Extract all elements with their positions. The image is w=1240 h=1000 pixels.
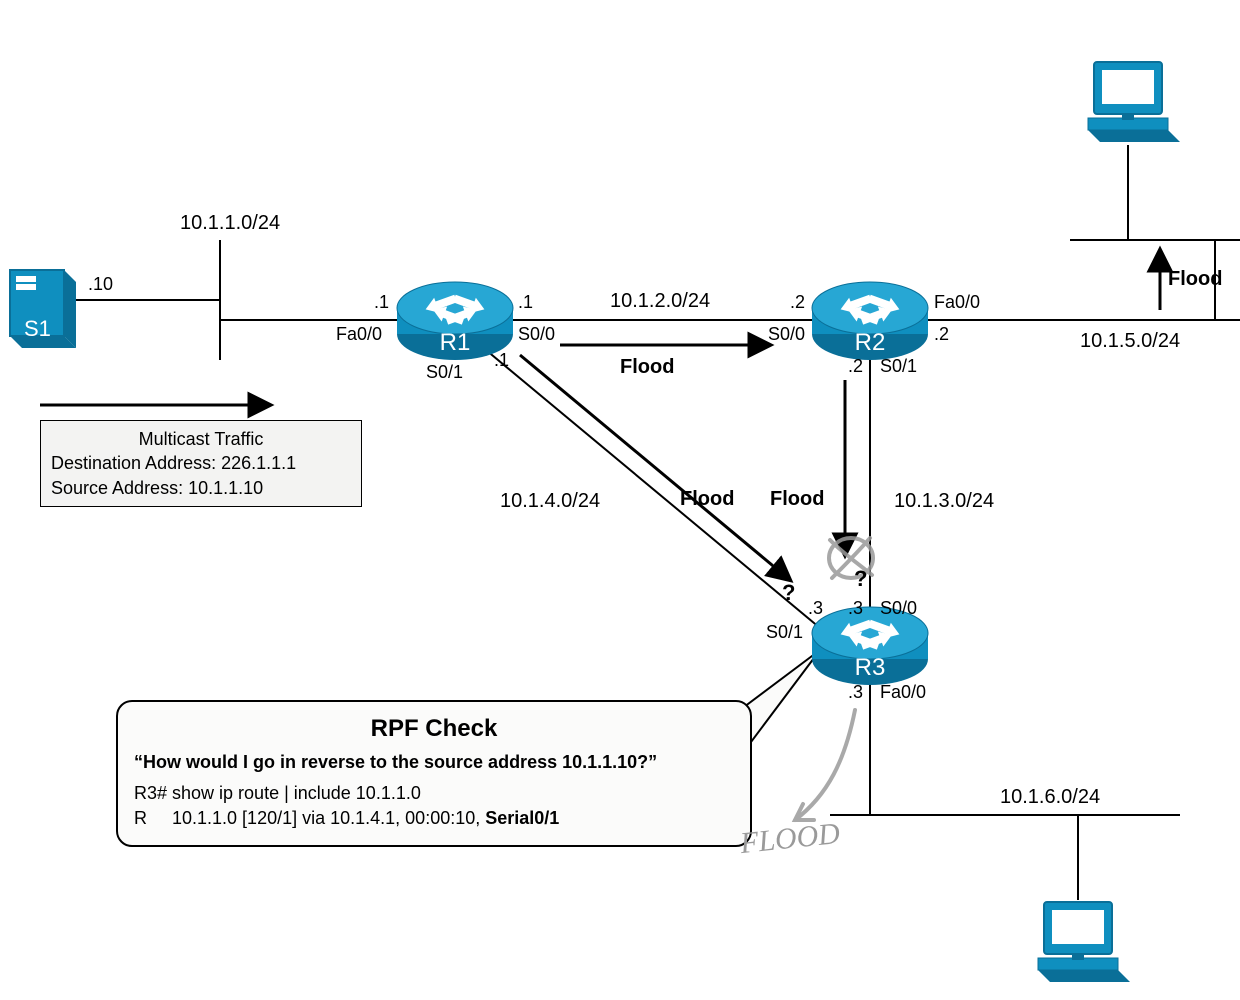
if-r1-fa00-name: Fa0/0 [336,324,382,345]
hand-flood-arrow [795,710,855,820]
if-s1-addr: .10 [88,274,113,295]
host-h2: H2 [1038,902,1130,982]
question-r2-r3: ? [854,566,867,592]
rpf-title: RPF Check [134,712,734,746]
router-r2: R2 [812,282,928,360]
subnet-r3-h2: 10.1.6.0/24 [1000,786,1100,809]
host-label: H2 [1064,910,1092,935]
host-label: H1 [1114,70,1142,95]
if-r3-s00-addr: .3 [848,598,863,619]
subnet-r2-r3: 10.1.3.0/24 [894,490,994,513]
router-r1: R1 [397,282,513,360]
server-s1: S1 [10,270,76,348]
if-r3-fa00-name: Fa0/0 [880,682,926,703]
rpf-cmd: R3# show ip route | include 10.1.1.0 [134,781,734,806]
rpf-callout: RPF Check “How would I go in reverse to … [116,700,752,847]
multicast-line1: Multicast Traffic [51,427,351,451]
if-r2-s00-addr: .2 [790,292,805,313]
subnet-r1-r2: 10.1.2.0/24 [610,290,710,313]
if-r3-s00-name: S0/0 [880,598,917,619]
if-r2-fa00-addr: .2 [934,324,949,345]
if-r3-fa00-addr: .3 [848,682,863,703]
if-r3-s01-addr: .3 [808,598,823,619]
if-r2-s01-name: S0/1 [880,356,917,377]
multicast-info-box: Multicast Traffic Destination Address: 2… [40,420,362,507]
multicast-line3: Source Address: 10.1.1.10 [51,476,351,500]
rpf-route-body: 10.1.1.0 [120/1] via 10.1.4.1, 00:00:10, [172,808,485,828]
router-label: R1 [440,329,471,356]
if-r2-s00-name: S0/0 [768,324,805,345]
rpf-route-bold: Serial0/1 [485,808,559,828]
router-label: R3 [855,654,886,681]
flood-label-r2-r3: Flood [770,488,824,511]
link-r1-r3 [480,345,820,628]
subnet-r2-h1: 10.1.5.0/24 [1080,330,1180,353]
rpf-route-prefix: R [134,806,172,831]
if-r2-fa00-name: Fa0/0 [934,292,980,313]
if-r3-s01-name: S0/1 [766,622,803,643]
flood-label-r1-r2: Flood [620,356,674,379]
subnet-r1-r3: 10.1.4.0/24 [500,490,600,513]
if-r1-s01-addr: .1 [494,350,509,371]
router-label: R2 [855,329,886,356]
host-h1: H1 [1088,62,1180,142]
rpf-quote: “How would I go in reverse to the source… [134,750,734,775]
flood-label-r1-r3: Flood [680,488,734,511]
if-r2-s01-addr: .2 [848,356,863,377]
if-r1-s00-addr: .1 [518,292,533,313]
multicast-line2: Destination Address: 226.1.1.1 [51,451,351,475]
if-r1-fa00-addr: .1 [374,292,389,313]
server-label: S1 [24,316,51,341]
question-r1-r3: ? [782,580,795,606]
flood-arrow-r1-r3 [520,355,790,580]
rpf-route: R10.1.1.0 [120/1] via 10.1.4.1, 00:00:10… [134,806,734,831]
if-r1-s00-name: S0/0 [518,324,555,345]
flood-label-r2-h1: Flood [1168,268,1222,291]
subnet-s1-r1: 10.1.1.0/24 [180,212,280,235]
if-r1-s01-name: S0/1 [426,362,463,383]
